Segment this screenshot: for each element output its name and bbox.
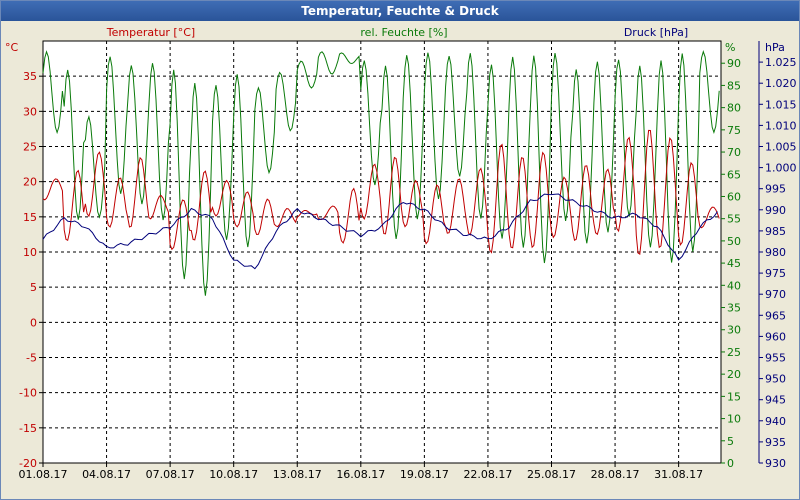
humidity-tick-label: 40 — [727, 279, 741, 292]
x-tick-label: 04.08.17 — [82, 468, 131, 481]
temperature-tick-label: 35 — [23, 70, 37, 83]
humidity-tick-label: 20 — [727, 368, 741, 381]
pressure-unit-label: hPa — [765, 41, 785, 54]
temperature-tick-label: 10 — [23, 246, 37, 259]
humidity-tick-label: 5 — [727, 435, 734, 448]
legend-humidity: rel. Feuchte [%] — [360, 26, 447, 39]
temperature-tick-label: 20 — [23, 176, 37, 189]
pressure-tick-label: 1.020 — [765, 77, 797, 90]
pressure-line — [42, 193, 718, 270]
pressure-tick-label: 1.015 — [765, 98, 797, 111]
temperature-tick-label: -5 — [26, 352, 37, 365]
pressure-tick-label: 950 — [765, 373, 786, 386]
x-tick-label: 19.08.17 — [400, 468, 449, 481]
humidity-tick-label: 65 — [727, 168, 741, 181]
x-tick-label: 31.08.17 — [654, 468, 703, 481]
x-tick-label: 10.08.17 — [209, 468, 258, 481]
x-tick-label: 16.08.17 — [336, 468, 385, 481]
series-layer — [42, 50, 720, 296]
temperature-tick-label: 5 — [30, 281, 37, 294]
humidity-line — [42, 50, 720, 296]
humidity-tick-label: 55 — [727, 213, 741, 226]
pressure-axis: 930 935 940 945 950 955 960 965 970 975 980 985 990 9… — [759, 56, 797, 470]
humidity-tick-label: 50 — [727, 235, 741, 248]
temperature-tick-label: -15 — [19, 422, 37, 435]
humidity-tick-label: 80 — [727, 102, 741, 115]
x-tick-label: 13.08.17 — [273, 468, 322, 481]
pressure-tick-label: 970 — [765, 288, 786, 301]
temperature-axis: -20 -15 -10 -5 0 5 10 15 20 25 30 35 — [19, 70, 43, 470]
pressure-tick-label: 985 — [765, 225, 786, 238]
x-axis: 01.08.17 04.08.17 07.08.17 10.08.17 13.08.17… — [19, 463, 703, 481]
pressure-tick-label: 960 — [765, 330, 786, 343]
combined-chart: -20 -15 -10 -5 0 5 10 15 20 25 30 35 0 5 10 15 20 25 30 35… — [1, 21, 799, 499]
humidity-tick-label: 0 — [727, 457, 734, 470]
humidity-tick-label: 90 — [727, 57, 741, 70]
legend-pressure: Druck [hPa] — [624, 26, 688, 39]
pressure-tick-label: 940 — [765, 415, 786, 428]
humidity-tick-label: 25 — [727, 346, 741, 359]
pressure-tick-label: 965 — [765, 309, 786, 322]
humidity-tick-label: 85 — [727, 79, 741, 92]
pressure-tick-label: 1.000 — [765, 162, 797, 175]
temperature-tick-label: 0 — [30, 316, 37, 329]
temperature-tick-label: 15 — [23, 211, 37, 224]
humidity-tick-label: 60 — [727, 190, 741, 203]
pressure-tick-label: 1.025 — [765, 56, 797, 69]
humidity-tick-label: 35 — [727, 302, 741, 315]
temperature-line — [42, 129, 720, 255]
x-tick-label: 22.08.17 — [463, 468, 512, 481]
temperature-tick-label: -20 — [19, 457, 37, 470]
humidity-tick-label: 45 — [727, 257, 741, 270]
temperature-tick-label: 25 — [23, 141, 37, 154]
temperature-tick-label: 30 — [23, 105, 37, 118]
pressure-tick-label: 990 — [765, 204, 786, 217]
humidity-tick-label: 15 — [727, 390, 741, 403]
humidity-tick-label: 10 — [727, 413, 741, 426]
x-tick-label: 28.08.17 — [591, 468, 640, 481]
pressure-tick-label: 975 — [765, 267, 786, 280]
humidity-tick-label: 30 — [727, 324, 741, 337]
pressure-tick-label: 930 — [765, 457, 786, 470]
window-title: Temperatur, Feuchte & Druck — [1, 1, 799, 21]
x-tick-label: 25.08.17 — [527, 468, 576, 481]
x-tick-label: 07.08.17 — [146, 468, 195, 481]
x-tick-label: 01.08.17 — [19, 468, 68, 481]
temperature-tick-label: -10 — [19, 387, 37, 400]
pressure-tick-label: 955 — [765, 352, 786, 365]
humidity-tick-label: 70 — [727, 146, 741, 159]
humidity-axis: 0 5 10 15 20 25 30 35 40 45 50 55 60 65 70 75 80 85 90 — [721, 57, 741, 470]
pressure-tick-label: 945 — [765, 394, 786, 407]
pressure-tick-label: 1.005 — [765, 141, 797, 154]
humidity-tick-label: 75 — [727, 124, 741, 137]
pressure-tick-label: 1.010 — [765, 119, 797, 132]
legend-temperature: Temperatur [°C] — [106, 26, 195, 39]
humidity-unit-label: % — [725, 41, 735, 54]
pressure-tick-label: 980 — [765, 246, 786, 259]
temperature-unit-label: °C — [5, 41, 19, 54]
pressure-tick-label: 935 — [765, 436, 786, 449]
pressure-tick-label: 995 — [765, 183, 786, 196]
